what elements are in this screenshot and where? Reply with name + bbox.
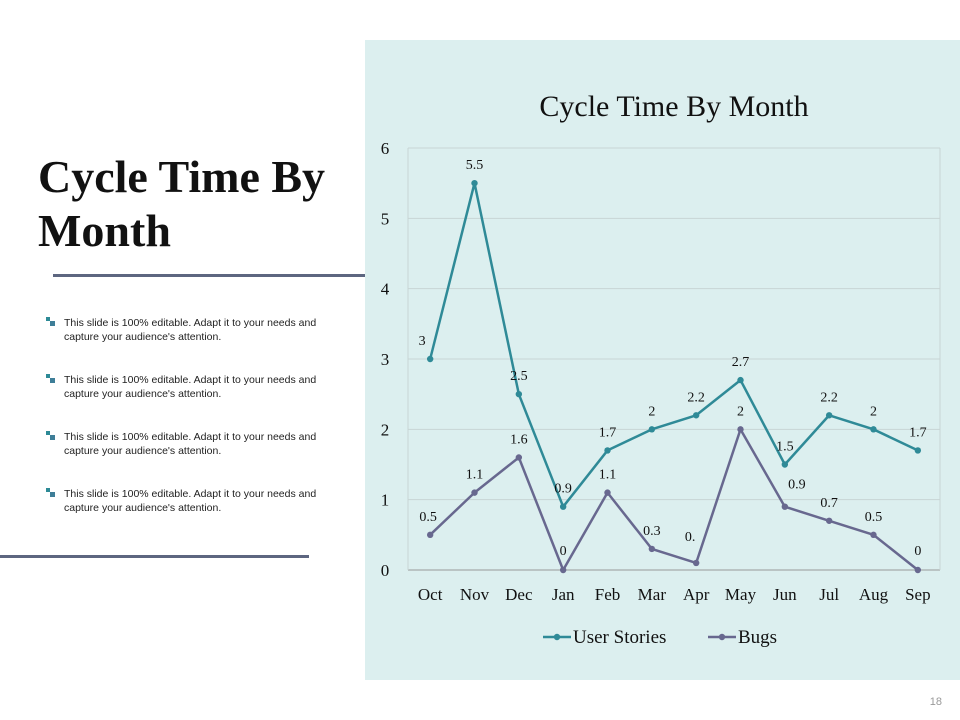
data-label: 1.7 [909,425,927,440]
data-point [781,461,789,468]
x-tick-label: Nov [460,585,490,604]
x-tick-label: Mar [638,585,667,604]
data-point [426,531,434,539]
bullet-text: This slide is 100% editable. Adapt it to… [64,374,317,400]
page-title: Cycle Time By Month [38,151,326,256]
bullet-list: This slide is 100% editable. Adapt it to… [46,316,346,544]
page-number: 18 [929,696,942,708]
y-tick-label: 2 [381,420,390,439]
data-point [471,489,478,496]
data-point [870,531,877,539]
data-label: 0.5 [419,510,437,525]
data-label: 0.5 [865,510,883,525]
data-label: 2.2 [820,390,838,405]
x-tick-label: Jun [773,585,797,604]
list-item: This slide is 100% editable. Adapt it to… [46,316,346,344]
bullet-text: This slide is 100% editable. Adapt it to… [64,317,317,343]
data-label: 0.9 [554,482,572,497]
data-point [604,447,611,454]
line-chart: Cycle Time By Month 0 1 2 3 4 5 6 Oct Nov Dec Jan Fe… [381,90,941,648]
data-label: 2.2 [687,390,705,405]
x-tick-label: May [725,585,757,604]
data-point [648,426,656,433]
square-bullet-icon [46,488,56,498]
data-point [914,566,922,574]
x-tick-label: Apr [683,585,710,604]
data-label: 1.1 [466,468,484,483]
bottom-divider [0,555,309,558]
data-label: 5.5 [466,158,484,173]
y-tick-label: 5 [381,209,390,228]
data-label: 0 [560,544,567,559]
data-label: 2.5 [510,369,528,384]
legend-swatch-marker [553,633,561,641]
x-tick-label: Feb [595,585,621,604]
legend-label: Bugs [738,627,777,648]
bullet-text: This slide is 100% editable. Adapt it to… [64,488,317,514]
data-label: 3 [419,334,426,349]
data-label: 1.1 [599,468,617,483]
chart-panel: Cycle Time By Month 0 1 2 3 4 5 6 Oct Nov Dec Jan Fe… [365,40,960,680]
title-divider [53,274,380,277]
data-point [825,412,833,419]
data-point [515,454,523,461]
data-point [825,517,833,524]
data-label: 0. [685,530,696,545]
square-bullet-icon [46,317,56,327]
x-tick-label: Sep [905,585,931,604]
list-item: This slide is 100% editable. Adapt it to… [46,487,346,515]
data-point [559,566,567,574]
chart-title: Cycle Time By Month [539,90,808,123]
legend-label: User Stories [573,627,666,648]
y-tick-label: 6 [381,139,390,158]
data-label: 2 [870,404,877,419]
data-point [559,503,567,510]
data-label: 1.5 [776,440,794,455]
data-label: 1.6 [510,432,528,447]
list-item: This slide is 100% editable. Adapt it to… [46,373,346,401]
data-label: 0 [914,544,921,559]
data-point [426,355,434,363]
data-point [737,426,744,433]
x-tick-label: Jul [819,585,839,604]
square-bullet-icon [46,431,56,441]
x-tick-label: Dec [505,585,533,604]
data-point [471,179,478,187]
y-tick-label: 4 [381,280,390,299]
data-label: 2.7 [732,355,750,370]
series-line-bugs [429,428,919,572]
data-label: 0.7 [820,496,838,511]
x-tick-label: Jan [552,585,575,604]
data-label: 1.7 [599,425,617,440]
y-tick-label: 0 [381,561,390,580]
data-point [692,559,700,567]
data-point [781,503,789,510]
data-label: 2 [648,404,655,419]
data-label: 0.9 [788,478,806,493]
data-label: 0.3 [643,524,661,539]
square-bullet-icon [46,374,56,384]
data-point [737,376,744,384]
data-point [515,390,523,398]
x-tick-label: Oct [418,585,443,604]
y-tick-label: 3 [381,350,390,369]
y-tick-label: 1 [381,491,390,510]
data-point [870,426,877,433]
series-line-user-stories [428,181,919,508]
data-point [648,545,656,553]
legend-swatch-marker [718,633,726,641]
data-point [604,489,611,496]
data-point [914,447,922,454]
data-point [692,412,700,419]
bullet-text: This slide is 100% editable. Adapt it to… [64,431,317,457]
list-item: This slide is 100% editable. Adapt it to… [46,430,346,458]
x-tick-label: Aug [859,585,889,604]
data-label: 2 [737,404,744,419]
